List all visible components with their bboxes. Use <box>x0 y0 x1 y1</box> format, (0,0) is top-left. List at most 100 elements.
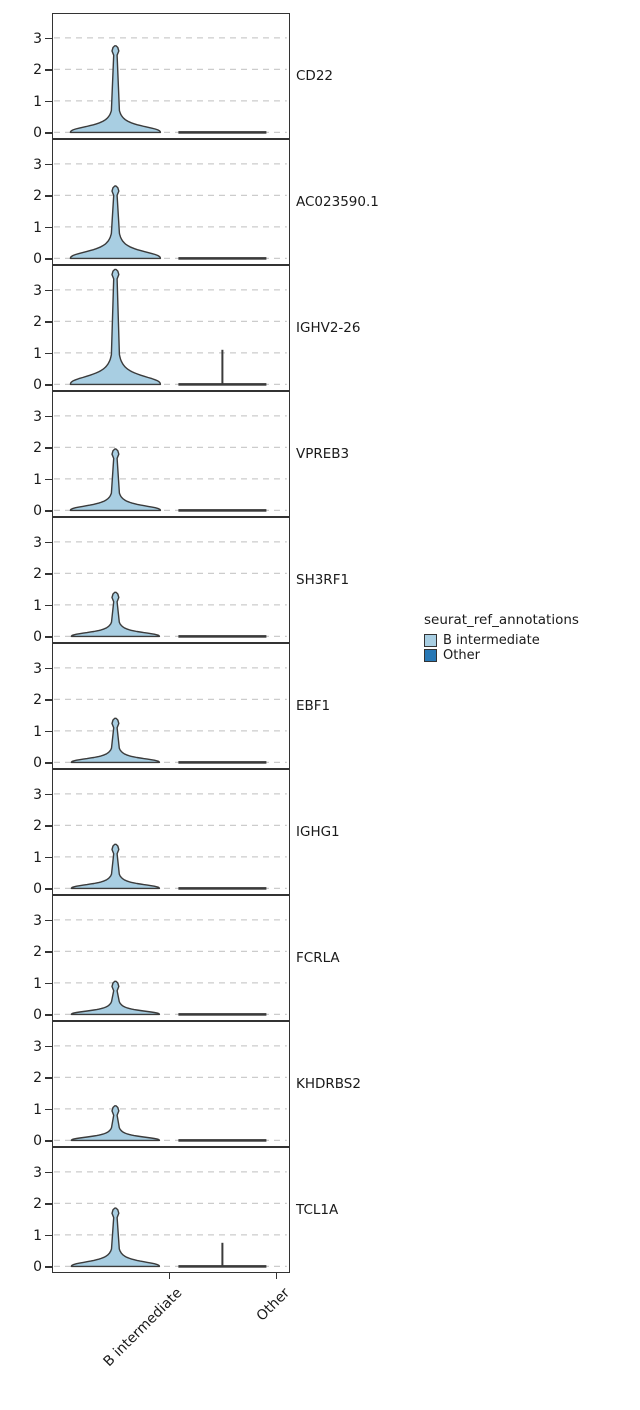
y-tick-label: 0 <box>33 1259 42 1275</box>
y-tick-label: 3 <box>33 912 42 929</box>
gene-label-FCRLA: FCRLA <box>296 950 340 966</box>
y-tick-label: 3 <box>33 660 42 677</box>
gene-label-SH3RF1: SH3RF1 <box>296 572 350 588</box>
y-tick-label: 3 <box>33 786 42 803</box>
x-tick <box>275 1273 278 1279</box>
y-tick <box>45 1234 52 1237</box>
legend-swatch-b-intermediate <box>424 634 437 647</box>
y-tick <box>45 478 52 481</box>
violin-other <box>178 1013 267 1016</box>
violin-other <box>178 761 267 764</box>
y-tick <box>45 321 52 323</box>
y-tick-label: 1 <box>33 1101 42 1118</box>
y-tick <box>45 667 52 670</box>
y-tick <box>45 37 52 40</box>
y-tick <box>45 982 52 985</box>
y-tick-label: 0 <box>33 251 42 267</box>
violin-panel-EBF1 <box>52 643 290 769</box>
y-tick-label: 1 <box>33 471 42 488</box>
y-tick-label: 1 <box>33 975 42 992</box>
y-tick-label: 1 <box>33 597 42 614</box>
y-tick-label: 0 <box>33 755 42 771</box>
violin-b-intermediate <box>70 717 161 764</box>
violin-b-intermediate <box>70 591 161 638</box>
y-tick-label: 2 <box>33 944 42 960</box>
y-tick-label: 3 <box>33 1164 42 1181</box>
violin-b-intermediate <box>70 843 161 890</box>
violin-b-intermediate <box>69 45 162 134</box>
violin-other <box>178 635 267 638</box>
legend-item-b-intermediate: B intermediate <box>424 633 579 648</box>
violin-other <box>178 887 267 890</box>
legend-title: seurat_ref_annotations <box>424 612 579 628</box>
y-tick-label: 1 <box>33 849 42 866</box>
y-tick-label: 2 <box>33 314 42 330</box>
y-tick-label: 0 <box>33 1007 42 1023</box>
violin-panel-TCL1A <box>52 1147 290 1273</box>
gene-label-IGHG1: IGHG1 <box>296 824 340 840</box>
gene-label-KHDRBS2: KHDRBS2 <box>296 1076 361 1092</box>
y-tick-label: 2 <box>33 692 42 708</box>
legend-swatch-other <box>424 649 437 662</box>
y-tick-label: 0 <box>33 125 42 141</box>
gene-label-IGHV2-26: IGHV2-26 <box>296 320 361 336</box>
y-tick <box>45 541 52 544</box>
y-tick-label: 0 <box>33 377 42 393</box>
y-tick <box>45 447 52 449</box>
gene-label-CD22: CD22 <box>296 68 333 84</box>
y-tick-label: 2 <box>33 566 42 582</box>
y-tick-label: 2 <box>33 62 42 78</box>
y-tick-label: 0 <box>33 1133 42 1149</box>
y-tick <box>45 163 52 166</box>
y-tick <box>45 510 52 512</box>
y-tick-label: 0 <box>33 629 42 645</box>
y-tick <box>45 856 52 859</box>
y-tick <box>45 730 52 733</box>
y-tick-label: 3 <box>33 156 42 173</box>
violin-other <box>178 257 267 260</box>
violin-b-intermediate <box>70 1207 161 1268</box>
x-tick-label-other: Other <box>253 1285 293 1325</box>
y-tick <box>45 352 52 355</box>
violin-b-intermediate <box>69 448 162 512</box>
y-tick <box>45 573 52 575</box>
y-tick-label: 1 <box>33 1227 42 1244</box>
y-tick <box>45 793 52 796</box>
violin-b-intermediate <box>69 268 162 386</box>
y-tick <box>45 1171 52 1174</box>
violin-b-intermediate <box>70 980 161 1016</box>
violin-b-intermediate <box>70 1105 161 1142</box>
gene-label-EBF1: EBF1 <box>296 698 331 714</box>
y-tick <box>45 1077 52 1079</box>
y-tick-label: 2 <box>33 1196 42 1212</box>
y-tick <box>45 825 52 827</box>
y-tick <box>45 258 52 260</box>
gene-label-VPREB3: VPREB3 <box>296 446 350 462</box>
y-tick <box>45 1266 52 1268</box>
y-tick-label: 0 <box>33 881 42 897</box>
violin-panel-SH3RF1 <box>52 517 290 643</box>
y-tick-label: 2 <box>33 440 42 456</box>
violin-other <box>178 1139 267 1142</box>
y-tick <box>45 289 52 292</box>
violin-other <box>178 1265 267 1268</box>
y-tick <box>45 636 52 638</box>
y-tick-label: 3 <box>33 534 42 551</box>
y-tick <box>45 1140 52 1142</box>
violin-panel-IGHG1 <box>52 769 290 895</box>
violin-panel-VPREB3 <box>52 391 290 517</box>
y-tick <box>45 699 52 701</box>
legend: seurat_ref_annotations B intermediate Ot… <box>424 612 579 663</box>
y-tick-label: 2 <box>33 1070 42 1086</box>
y-tick <box>45 226 52 229</box>
y-tick-label: 2 <box>33 188 42 204</box>
violin-b-intermediate <box>69 185 162 260</box>
y-tick <box>45 1203 52 1205</box>
y-tick-label: 1 <box>33 345 42 362</box>
gene-label-AC023590.1: AC023590.1 <box>296 194 379 210</box>
y-tick <box>45 1014 52 1016</box>
y-tick <box>45 132 52 134</box>
y-tick <box>45 384 52 386</box>
y-tick <box>45 69 52 71</box>
